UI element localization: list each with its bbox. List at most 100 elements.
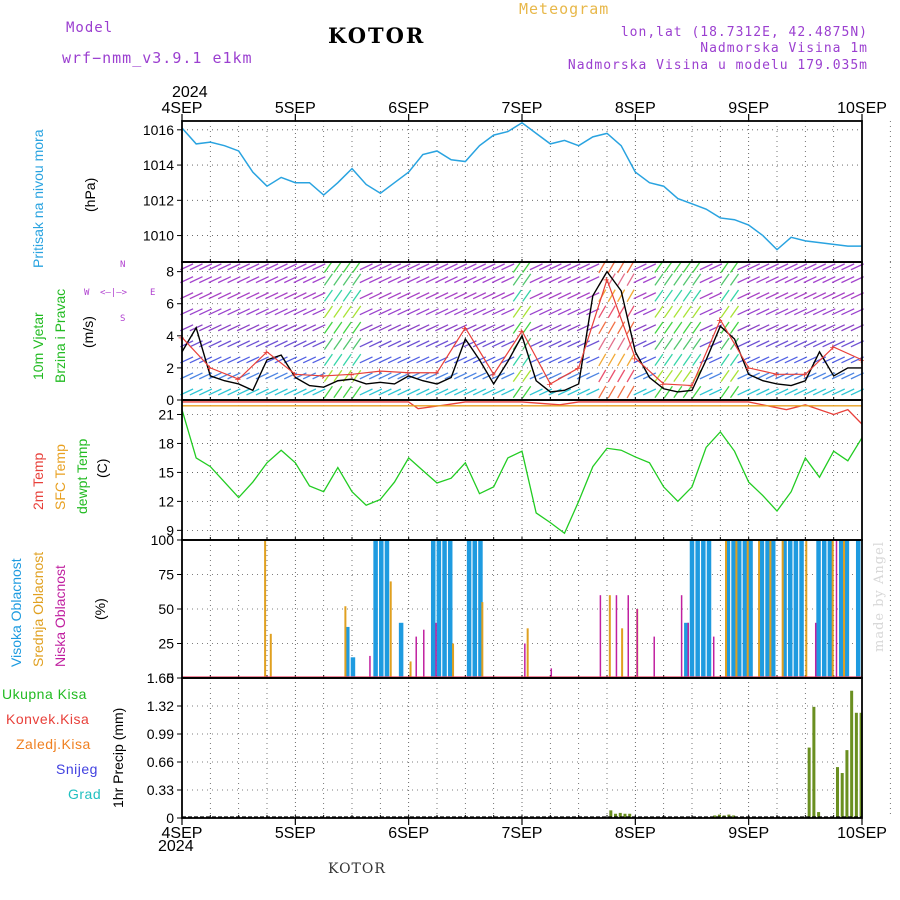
year-bottom: 2024 xyxy=(158,838,194,855)
precip-ytick-label: 0.99 xyxy=(147,726,174,742)
wind-barb xyxy=(265,276,279,284)
wind-barb xyxy=(378,263,392,271)
wind-barb xyxy=(333,260,343,273)
wind-barb xyxy=(378,324,392,332)
wind-gust-marker: + xyxy=(490,369,496,381)
wind-barb xyxy=(227,308,241,316)
wind-barb xyxy=(784,263,798,271)
precip-total-bar xyxy=(618,812,622,818)
cloud-high-bar xyxy=(765,540,770,678)
precip-total-bar xyxy=(717,814,721,818)
wind-barb xyxy=(803,324,817,332)
wind-barb xyxy=(274,356,288,364)
wind-barb xyxy=(274,388,288,396)
wind-barb xyxy=(416,308,430,316)
cloud-high-bar xyxy=(782,540,787,678)
wind-barb xyxy=(692,353,702,366)
cloud-high-bar xyxy=(844,540,850,678)
cloud-high-bar xyxy=(706,540,712,678)
cloud-low-bar xyxy=(636,609,638,678)
wind-barb xyxy=(626,305,635,319)
wind-barb xyxy=(397,276,411,284)
cloud-high-bar xyxy=(827,540,833,678)
compass-east: E xyxy=(150,288,156,298)
top-day-label: 6SEP xyxy=(388,100,429,117)
wind-barb xyxy=(416,292,430,300)
wind-barb xyxy=(406,340,421,348)
wind-barb xyxy=(198,276,213,284)
wind-barb xyxy=(557,340,572,348)
wind-barb xyxy=(557,263,572,271)
wind-barb xyxy=(831,372,846,380)
wind-barb xyxy=(236,356,251,364)
model-name: wrf−nmm_v3.9.1 e1km xyxy=(62,49,253,67)
wind-barb xyxy=(387,308,402,316)
wind-barb xyxy=(352,305,362,318)
wind-barb xyxy=(654,385,664,399)
cloud-high-bar xyxy=(436,540,442,678)
wind-barb xyxy=(803,292,817,300)
wind-barb xyxy=(352,273,362,286)
wind-barb xyxy=(255,263,269,271)
precip-total-bar xyxy=(732,815,736,818)
wind-ytick-label: 0 xyxy=(166,392,174,408)
wind-barb xyxy=(378,372,392,380)
wind-barb xyxy=(293,276,307,284)
wind-barb xyxy=(692,321,702,334)
wind-barb xyxy=(756,308,770,316)
wind-barb xyxy=(208,263,222,271)
wind-barb xyxy=(198,308,213,316)
cloud-high-bar xyxy=(838,540,844,678)
wind-barb xyxy=(803,356,817,364)
cloud-high-bar xyxy=(379,540,384,678)
wind-barb xyxy=(491,340,506,348)
wind-barb xyxy=(841,372,855,380)
cloud-high-bar xyxy=(345,626,350,678)
cloud-low-bar xyxy=(435,622,437,678)
wind-barb xyxy=(831,340,846,348)
wind-barb xyxy=(538,308,553,316)
wind-barb xyxy=(397,388,411,396)
wind-barb xyxy=(227,263,241,271)
wind-barb xyxy=(793,356,808,364)
wind-barb xyxy=(435,292,449,300)
wind-barb xyxy=(633,292,647,300)
wind-barb xyxy=(472,292,487,300)
wind-barb xyxy=(283,340,298,348)
wind-barb xyxy=(598,305,607,319)
wind-barb xyxy=(633,276,647,284)
wind-barb xyxy=(333,289,343,302)
wind-barb xyxy=(617,273,626,287)
wind-barb xyxy=(342,305,352,318)
pressure-ytick-label: 1014 xyxy=(143,157,174,173)
wind-barb xyxy=(663,305,673,318)
wind-gust-marker: + xyxy=(348,369,354,381)
wind-barb xyxy=(463,276,477,284)
wind-barb xyxy=(397,292,411,300)
cloud-high-bar xyxy=(742,540,748,678)
wind-barb xyxy=(283,324,298,332)
wind-barb xyxy=(491,308,506,316)
wind-barb xyxy=(765,308,779,316)
wind-barb xyxy=(491,324,506,332)
wind-barb xyxy=(293,263,307,271)
model-elevation-text: Nadmorska Visina u modelu 179.035m xyxy=(567,58,868,73)
wind-barb xyxy=(633,324,647,332)
wind-barb xyxy=(663,353,673,366)
wind-barb xyxy=(387,292,402,300)
wind-barb xyxy=(323,385,333,399)
wind-barb xyxy=(255,324,269,332)
wind-barb xyxy=(567,388,581,396)
wind-barb xyxy=(567,372,581,380)
cloud-ytick-label: 0 xyxy=(166,670,174,686)
wind-barb xyxy=(586,263,600,271)
wind-gust-marker: + xyxy=(801,369,807,381)
wind-barb xyxy=(406,324,421,332)
wind-barb xyxy=(323,353,333,366)
wind-barb xyxy=(378,340,392,348)
wind-barb xyxy=(453,308,468,316)
wind-barb xyxy=(548,324,562,332)
wind-barb xyxy=(557,388,572,396)
wind-barb xyxy=(775,263,789,271)
wind-barb xyxy=(822,388,836,396)
